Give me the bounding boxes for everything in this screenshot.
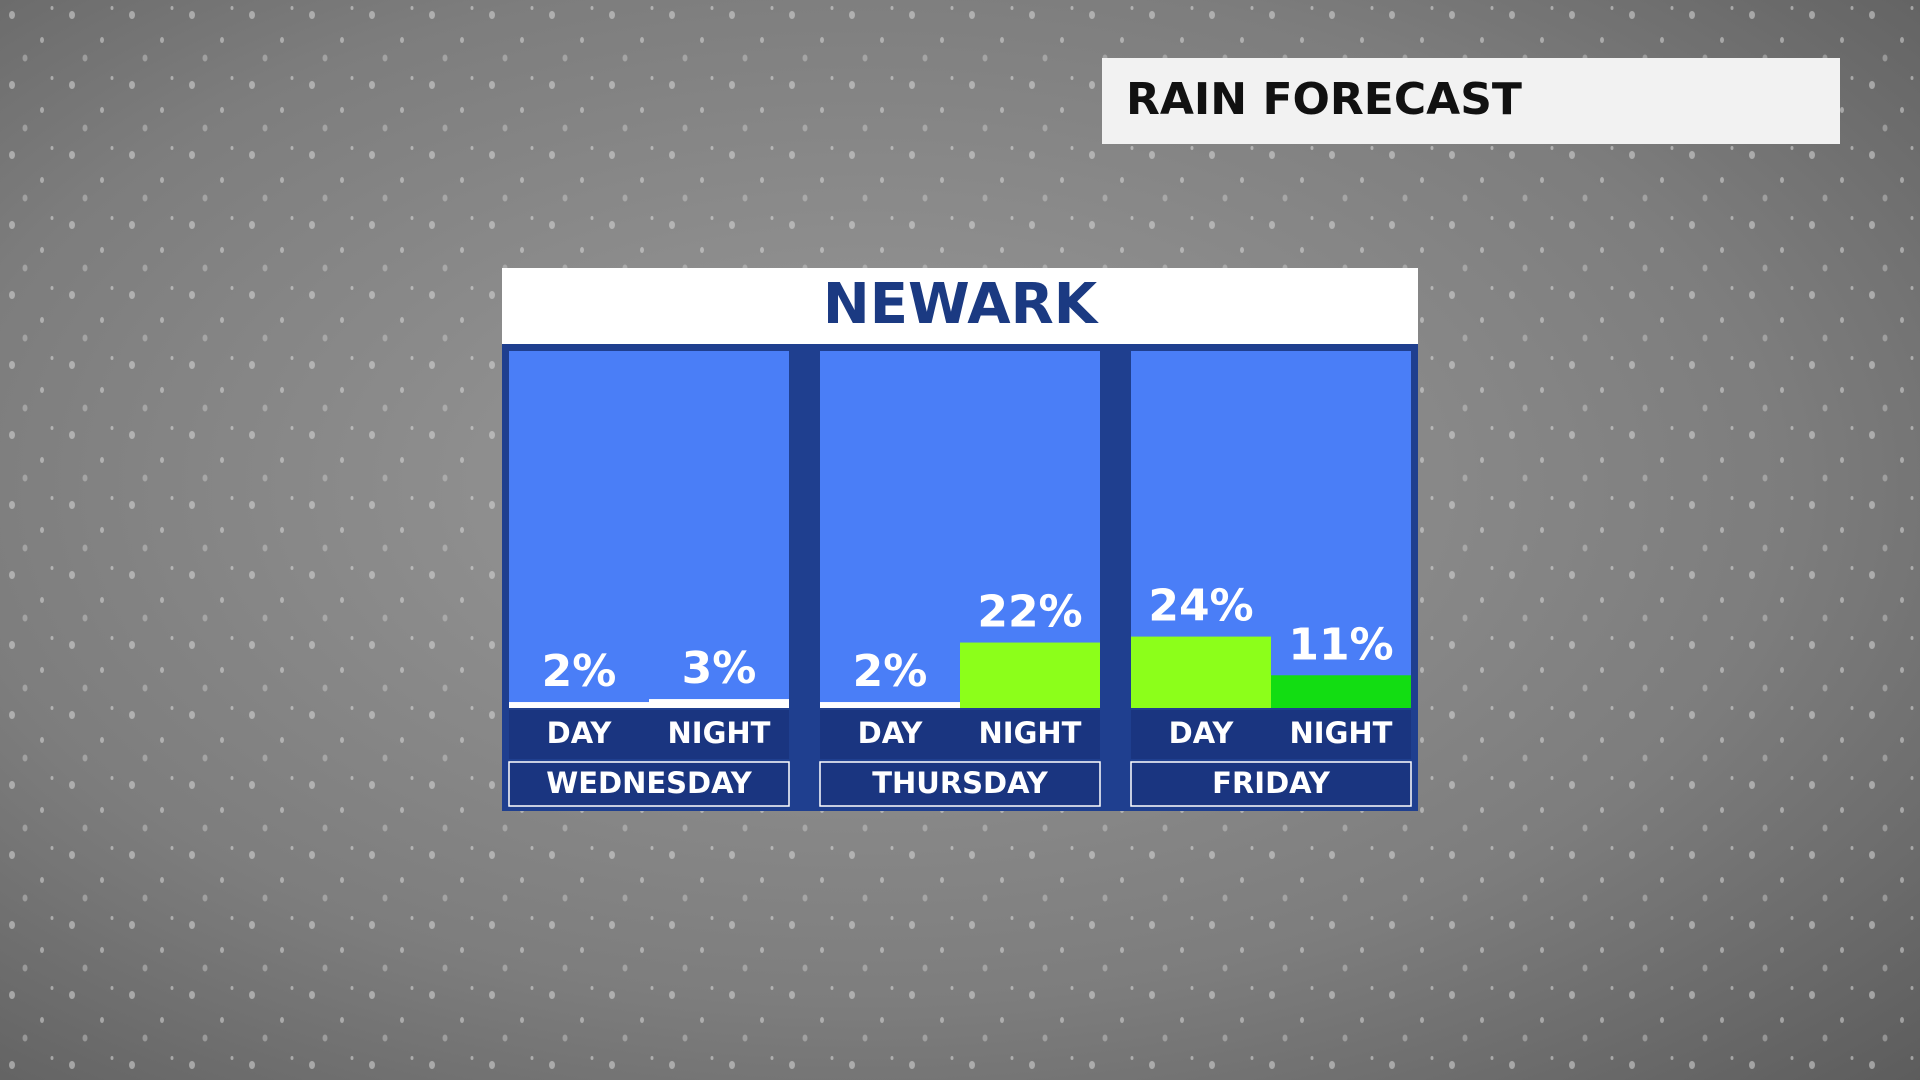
bar — [649, 699, 789, 708]
label-row — [509, 710, 789, 759]
series-label: DAY — [1169, 716, 1235, 750]
series-label: NIGHT — [1290, 716, 1393, 750]
category-label: THURSDAY — [872, 766, 1049, 800]
bar — [1131, 636, 1271, 708]
series-label: DAY — [547, 716, 613, 750]
value-label: 11% — [1288, 619, 1393, 670]
series-label: NIGHT — [979, 716, 1082, 750]
category-label: FRIDAY — [1212, 766, 1331, 800]
location: NEWARK — [823, 272, 1100, 337]
bar — [820, 702, 960, 708]
series-label: NIGHT — [668, 716, 771, 750]
value-label: 2% — [853, 646, 928, 697]
value-label: 3% — [682, 643, 757, 694]
value-label: 2% — [542, 646, 617, 697]
chart-title: RAIN FORECAST — [1126, 74, 1522, 125]
bar — [1271, 675, 1411, 708]
day-panel — [509, 351, 789, 708]
day-row — [819, 761, 1101, 807]
label-row — [1131, 710, 1411, 759]
category-label: WEDNESDAY — [546, 766, 753, 800]
bar — [509, 702, 649, 708]
label-row — [820, 710, 1100, 759]
value-label: 24% — [1148, 581, 1253, 632]
series-label: DAY — [858, 716, 924, 750]
day-row — [508, 761, 790, 807]
title-box — [1102, 58, 1840, 144]
day-row — [1130, 761, 1412, 807]
bar — [960, 642, 1100, 708]
value-label: 22% — [977, 587, 1082, 638]
header — [502, 268, 1418, 344]
